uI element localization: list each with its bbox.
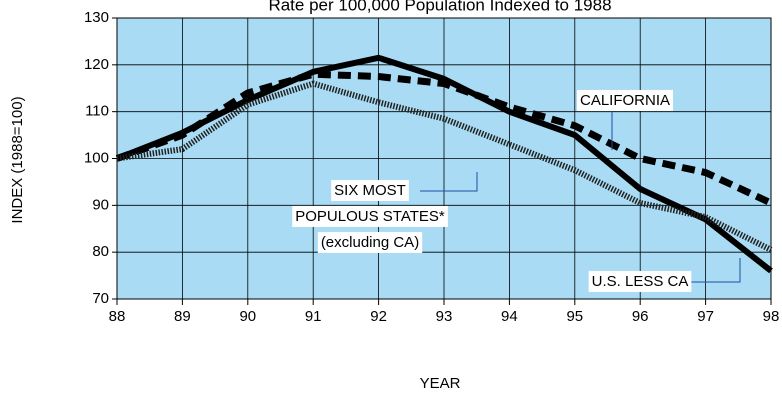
y-tick-label: 90 <box>92 196 109 213</box>
x-tick-label: 98 <box>763 308 780 325</box>
x-tick-label: 88 <box>109 308 126 325</box>
series-line <box>115 54 773 274</box>
x-tick-label: 92 <box>370 308 387 325</box>
series-label: (excluding CA) <box>321 234 419 251</box>
x-tick-label: 97 <box>697 308 714 325</box>
x-tick-label: 93 <box>436 308 453 325</box>
series-line <box>115 70 773 207</box>
y-tick-label: 120 <box>84 56 109 73</box>
x-tick-label: 94 <box>501 308 518 325</box>
label-box <box>292 205 448 227</box>
x-tick-label: 90 <box>239 308 256 325</box>
series-label: CALIFORNIA <box>580 92 670 109</box>
series-label: U.S. LESS CA <box>592 273 689 290</box>
label-box <box>331 179 409 201</box>
x-tick-label: 96 <box>632 308 649 325</box>
y-axis-label: INDEX (1988=100) <box>9 96 26 223</box>
y-tick-label: 130 <box>84 9 109 26</box>
leader-line <box>690 258 741 283</box>
x-tick-label: 89 <box>174 308 191 325</box>
leader-line <box>420 172 478 192</box>
y-tick-label: 70 <box>92 290 109 307</box>
x-tick-label: 95 <box>566 308 583 325</box>
chart-title: Rate per 100,000 Population Indexed to 1… <box>268 0 611 14</box>
x-axis-label: YEAR <box>420 375 461 392</box>
y-tick-label: 100 <box>84 149 109 166</box>
label-box <box>588 270 692 292</box>
series-label: POPULOUS STATES* <box>295 208 445 225</box>
y-tick-label: 80 <box>92 243 109 260</box>
label-box <box>576 89 674 111</box>
series-line <box>116 80 773 253</box>
y-tick-label: 110 <box>85 103 109 120</box>
label-box <box>317 231 423 253</box>
series-label: SIX MOST <box>334 182 406 199</box>
x-tick-label: 91 <box>305 308 322 325</box>
